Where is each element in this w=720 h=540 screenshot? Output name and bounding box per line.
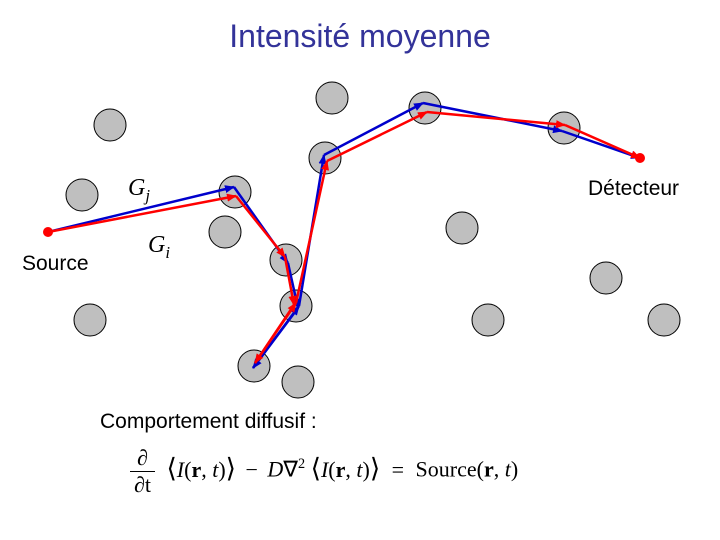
detector-label: Détecteur <box>588 177 679 201</box>
diffusive-label: Comportement diffusif : <box>100 410 317 434</box>
Gi-label: Gi <box>148 232 170 263</box>
source-label: Source <box>22 252 89 276</box>
diffusion-equation: ∂∂t ⟨I(r, t)⟩ − D∇2 ⟨I(r, t)⟩ = Source(r… <box>130 445 518 498</box>
Gj-label: Gj <box>128 175 150 206</box>
